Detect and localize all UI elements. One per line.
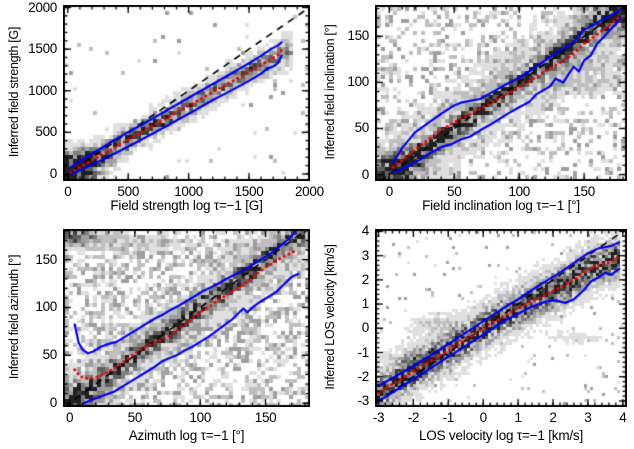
x-tick-label: 4	[619, 410, 627, 425]
field-inclination-plot-canvas	[375, 5, 627, 181]
y-tick-label: 1500	[28, 41, 57, 57]
field-strength-plot-canvas	[63, 5, 310, 181]
x-tick-label: 3	[584, 410, 592, 425]
y-tick-label: 2	[361, 271, 370, 287]
y-tick-label: 0	[49, 395, 58, 411]
x-tick-label: -3	[372, 410, 385, 425]
x-tick-label: 1500	[234, 184, 264, 199]
x-tick-label: 1	[514, 410, 522, 425]
x-tick-label: 100	[189, 410, 212, 425]
x-tick-label: 0	[385, 184, 394, 199]
y-tick-label: 0	[49, 165, 58, 181]
x-tick-label: 0	[479, 410, 488, 425]
x-tick-label: -2	[407, 410, 420, 425]
y-tick-label: 500	[35, 124, 57, 140]
x-tick-label: 150	[573, 184, 595, 199]
x-axis-title-field-azimuth: Azimuth log τ=−1 [°]	[128, 428, 245, 443]
x-axis-title-field-inclination: Field inclination log τ=−1 [°]	[422, 198, 580, 213]
x-tick-label: 2	[549, 410, 557, 425]
x-tick-label: 0	[65, 410, 74, 425]
x-tick-label: 150	[254, 410, 277, 425]
x-axis-title-los-velocity: LOS velocity log τ=−1 [km/s]	[418, 428, 584, 443]
field-azimuth-plot-canvas	[63, 229, 310, 407]
y-tick-label: 4	[361, 223, 370, 239]
y-tick-label: -2	[357, 368, 370, 384]
x-tick-label: 100	[508, 184, 530, 199]
y-tick-label: 100	[347, 74, 369, 90]
y-tick-label: 3	[361, 247, 370, 263]
x-axis-title-field-strength: Field strength log τ=−1 [G]	[110, 198, 263, 213]
y-tick-label: 50	[42, 347, 58, 363]
y-tick-label: -1	[357, 344, 370, 360]
x-tick-label: 0	[64, 184, 72, 199]
y-axis-title-field-azimuth: Inferred field azimuth [°]	[7, 254, 21, 380]
y-tick-label: 0	[361, 166, 370, 182]
x-tick-label: 50	[127, 410, 143, 425]
x-tick-label: 500	[117, 184, 140, 199]
y-tick-label: 150	[347, 28, 369, 44]
y-tick-label: 100	[35, 299, 57, 315]
panel-field-azimuth: Inferred field azimuth [°] Azimuth log τ…	[7, 229, 310, 443]
x-tick-label: 1000	[174, 184, 204, 199]
y-tick-label: 50	[354, 120, 370, 136]
y-tick-label: 1	[361, 296, 370, 312]
x-tick-label: -1	[442, 410, 455, 425]
x-tick-label: 50	[447, 184, 462, 199]
y-tick-label: 1000	[28, 82, 57, 98]
panel-los-velocity: Inferred LOS velocity [km/s] LOS velocit…	[323, 223, 627, 443]
y-tick-label: 0	[361, 320, 370, 336]
panel-field-inclination: Inferred field inclination [°] Field inc…	[323, 5, 627, 213]
los-velocity-plot-canvas	[375, 229, 627, 407]
y-tick-label: 150	[35, 251, 57, 267]
panel-field-strength: Inferred field strength [G] Field streng…	[7, 0, 324, 213]
y-tick-label: -3	[357, 392, 370, 408]
y-tick-label: 2000	[28, 0, 57, 15]
x-tick-label: 2000	[294, 184, 324, 199]
